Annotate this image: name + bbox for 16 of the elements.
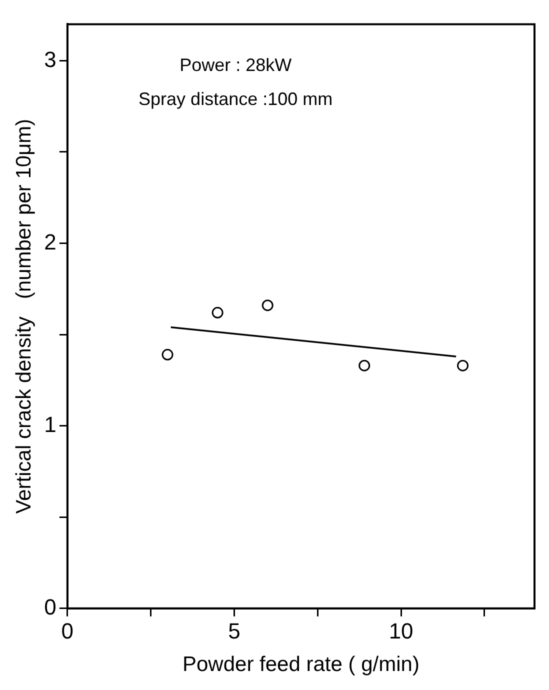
y-tick-label: 1 [44,412,56,437]
y-tick-label: 3 [44,46,56,72]
point [212,306,224,318]
y-tick-label: 2 [44,229,56,254]
y-tick-label: 0 [44,594,56,620]
y-axis-title: Vertical crack density (number per 10μm) [12,118,36,514]
annotation: Spray distance :100 mm [138,89,333,110]
point [457,360,469,372]
x-tick-label: 5 [228,618,240,644]
x-tick-label: 10 [388,618,414,644]
annotation: Power : 28kW [180,55,292,76]
x-axis-title: Powder feed rate ( g/min) [182,653,420,676]
x-tick-label: 0 [61,618,74,644]
point [162,348,174,360]
point [358,360,370,372]
point [262,300,274,312]
